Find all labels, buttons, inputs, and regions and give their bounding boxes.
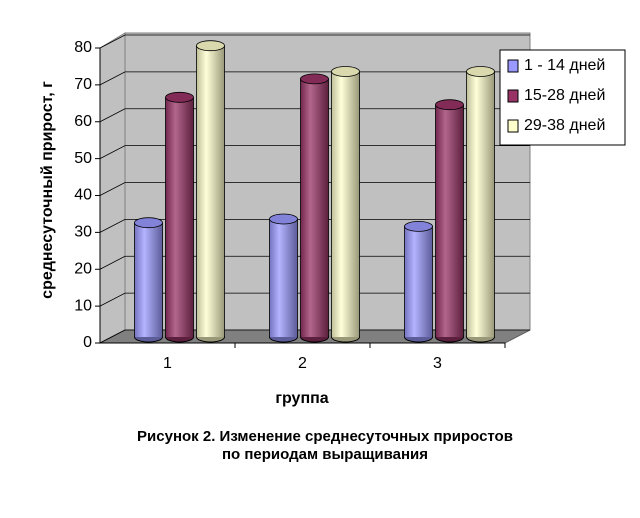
bar-cap [196, 40, 225, 52]
grid-line [99, 182, 530, 196]
bar [165, 97, 194, 337]
bar [331, 71, 360, 337]
grid-line [99, 329, 530, 344]
grid-line [99, 71, 530, 86]
legend-swatch [507, 119, 519, 133]
caption: Рисунок 2. Изменение среднесуточных прир… [137, 428, 513, 445]
bar [196, 45, 225, 337]
bar [466, 71, 495, 337]
y-tick-label: 0 [83, 334, 92, 351]
bar [300, 78, 329, 337]
y-tick-label: 50 [74, 150, 92, 167]
bar-outline [331, 71, 360, 343]
y-tick-label: 20 [74, 260, 92, 277]
y-tick-label: 10 [74, 297, 92, 314]
bar-outline [134, 222, 163, 343]
bar-cap [331, 66, 360, 77]
bar-cap [269, 213, 298, 225]
grid-line [99, 108, 530, 123]
bar [404, 226, 433, 337]
legend-swatch [507, 89, 519, 103]
bar-outline [404, 226, 433, 343]
bar-outline [435, 104, 464, 343]
side-wall [99, 32, 126, 344]
bar-cap [134, 217, 163, 229]
grid-line [99, 218, 530, 233]
bar-outline [300, 78, 329, 343]
x-tick-label: 3 [433, 355, 442, 372]
grid-line [99, 292, 530, 307]
x-tick-label: 1 [163, 355, 172, 372]
bar-outline [466, 71, 495, 343]
bar [435, 104, 464, 337]
caption: по периодам выращивания [222, 446, 428, 463]
bar-cap [404, 220, 433, 232]
bar-cap [300, 73, 329, 85]
bar [134, 222, 163, 337]
x-axis-title: группа [275, 390, 328, 407]
y-tick-label: 30 [74, 224, 92, 241]
bar-cap [466, 66, 495, 77]
x-tick-label: 2 [298, 355, 307, 372]
grid-line [99, 145, 530, 159]
grid-line [99, 255, 530, 270]
legend [499, 49, 626, 146]
legend-label: 15-28 дней [524, 87, 605, 104]
y-tick-label: 60 [74, 113, 92, 130]
y-tick-label: 40 [74, 187, 92, 204]
bar-cap [435, 99, 464, 111]
grid-line [99, 34, 530, 49]
bar-outline [196, 45, 225, 343]
legend-label: 29-38 дней [524, 117, 605, 134]
bar-outline [269, 219, 298, 343]
legend-swatch [507, 59, 519, 73]
y-tick-label: 70 [74, 76, 92, 93]
y-axis-title: среднесуточный прирост, г [39, 81, 56, 299]
bar-outline [165, 97, 194, 343]
bar [269, 219, 298, 337]
bar-cap [165, 91, 194, 103]
y-tick-label: 80 [74, 39, 92, 56]
legend-label: 1 - 14 дней [524, 57, 605, 74]
